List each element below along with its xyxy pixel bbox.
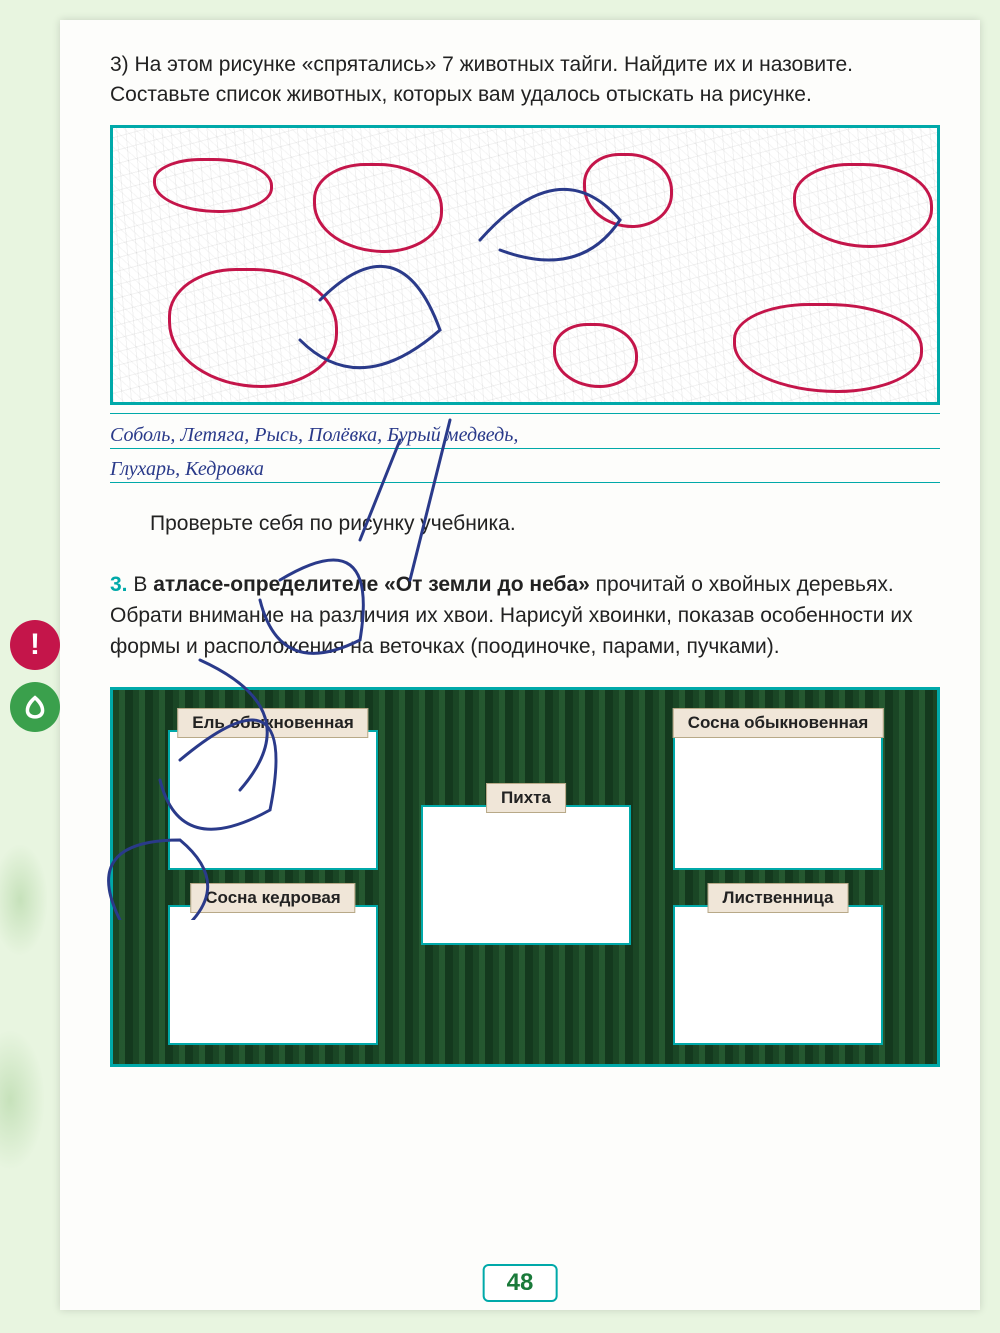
handwritten-line1: Соболь, Летяга, Рысь, Полёвка, Бурый мед… <box>110 418 940 452</box>
hidden-animals-illustration <box>110 125 940 405</box>
leaf-icon <box>10 682 60 732</box>
trees-panel: Ель обыкновенная Сосна обыкновенная Пихта С… <box>110 687 940 1067</box>
tree-label-4: Сосна кедровая <box>190 883 355 913</box>
task1-text: 3) На этом рисунке «спрятались» 7 животн… <box>110 50 940 111</box>
tree-label-1: Ель обыкновенная <box>177 708 368 738</box>
tree-label-5: Лиственница <box>708 883 849 913</box>
task3-block: 3. В атласе-определителе «От земли до не… <box>110 569 940 662</box>
check-instruction: Проверьте себя по рисунку учебника. <box>150 509 940 539</box>
tree-label-2: Сосна обыкновенная <box>673 708 884 738</box>
task3-text: 3. В атласе-определителе «От земли до не… <box>110 569 940 662</box>
tree-card-5 <box>673 905 883 1045</box>
task3-number: 3. <box>110 573 128 596</box>
page-number: 48 <box>483 1264 558 1302</box>
page-wrapper: ! 3) На этом рисунке «спрятались» 7 живо… <box>0 0 1000 1333</box>
tree-card-2 <box>673 730 883 870</box>
tree-label-3: Пихта <box>486 783 566 813</box>
tree-card-3 <box>421 805 631 945</box>
tree-card-1 <box>168 730 378 870</box>
workbook-page: 3) На этом рисунке «спрятались» 7 животн… <box>60 20 980 1310</box>
atlas-title: атласе-определителе «От земли до неба» <box>153 573 590 596</box>
tree-card-4 <box>168 905 378 1045</box>
handwritten-line2: Глухарь, Кедровка <box>110 452 940 486</box>
side-icons: ! <box>10 620 60 732</box>
answer-lines: Соболь, Летяга, Рысь, Полёвка, Бурый мед… <box>110 413 940 483</box>
alert-icon: ! <box>10 620 60 670</box>
